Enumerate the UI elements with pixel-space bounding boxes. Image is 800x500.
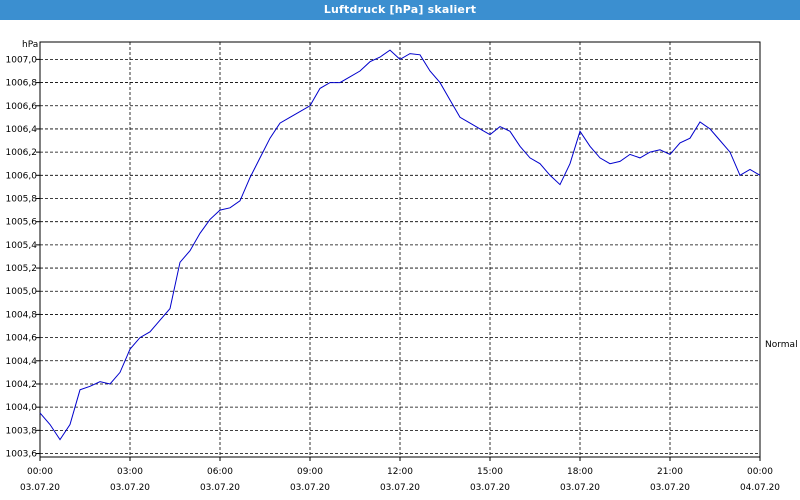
x-tick-time-label: 00:00 [747,467,773,477]
x-tick-date-label: 03.07.20 [110,483,150,493]
y-tick-label: 1005,4 [6,241,38,251]
y-axis-unit-label: hPa [22,40,38,50]
y-tick-label: 1004,2 [6,380,38,390]
x-tick-date-label: 03.07.20 [20,483,60,493]
x-tick-time-label: 06:00 [207,467,233,477]
x-axis-ticks: 00:00 03.07.20 03:00 03.07.20 06:00 03.07.20 0… [20,457,780,493]
y-tick-label: 1007,0 [6,55,38,65]
x-tick-time-label: 21:00 [657,467,683,477]
y-tick-label: 1004,4 [6,357,38,367]
x-tick-time-label: 03:00 [117,467,143,477]
x-tick-time-label: 15:00 [477,467,503,477]
chart-title: Luftdruck [hPa] skaliert [323,3,477,16]
y-tick-label: 1005,0 [6,287,38,297]
y-tick-label: 1006,6 [6,102,38,112]
y-tick-label: 1003,8 [6,426,38,436]
y-tick-label: 1006,2 [6,148,38,158]
x-tick-time-label: 12:00 [387,467,413,477]
y-tick-label: 1006,8 [6,79,38,89]
x-tick-date-label: 03.07.20 [290,483,330,493]
y-tick-label: 1005,6 [6,218,38,228]
x-tick-time-label: 00:00 [27,467,53,477]
chart-area: 1003,6 1003,8 1004,0 1004,2 1004,4 1004,6 1004… [6,40,798,493]
y-tick-label: 1004,8 [6,310,38,320]
y-tick-label: 1003,6 [6,450,38,460]
x-tick-date-label: 04.07.20 [740,483,780,493]
y-tick-label: 1004,0 [6,403,38,413]
x-tick-time-label: 18:00 [567,467,593,477]
x-tick-date-label: 03.07.20 [200,483,240,493]
x-tick-time-label: 09:00 [297,467,323,477]
chart-title-bar: Luftdruck [hPa] skaliert [0,0,800,20]
x-tick-date-label: 03.07.20 [380,483,420,493]
y-tick-label: 1006,0 [6,171,38,181]
x-tick-date-label: 03.07.20 [650,483,690,493]
normal-reference-label: Normal [765,340,798,350]
x-tick-date-label: 03.07.20 [560,483,600,493]
y-axis-ticks: 1003,6 1003,8 1004,0 1004,2 1004,4 1004,6 1004… [6,55,40,460]
y-tick-label: 1005,2 [6,264,38,274]
y-tick-label: 1006,4 [6,125,38,135]
x-tick-date-label: 03.07.20 [470,483,510,493]
y-tick-label: 1005,8 [6,194,38,204]
y-tick-label: 1004,6 [6,334,38,344]
pressure-series-line [39,49,761,441]
